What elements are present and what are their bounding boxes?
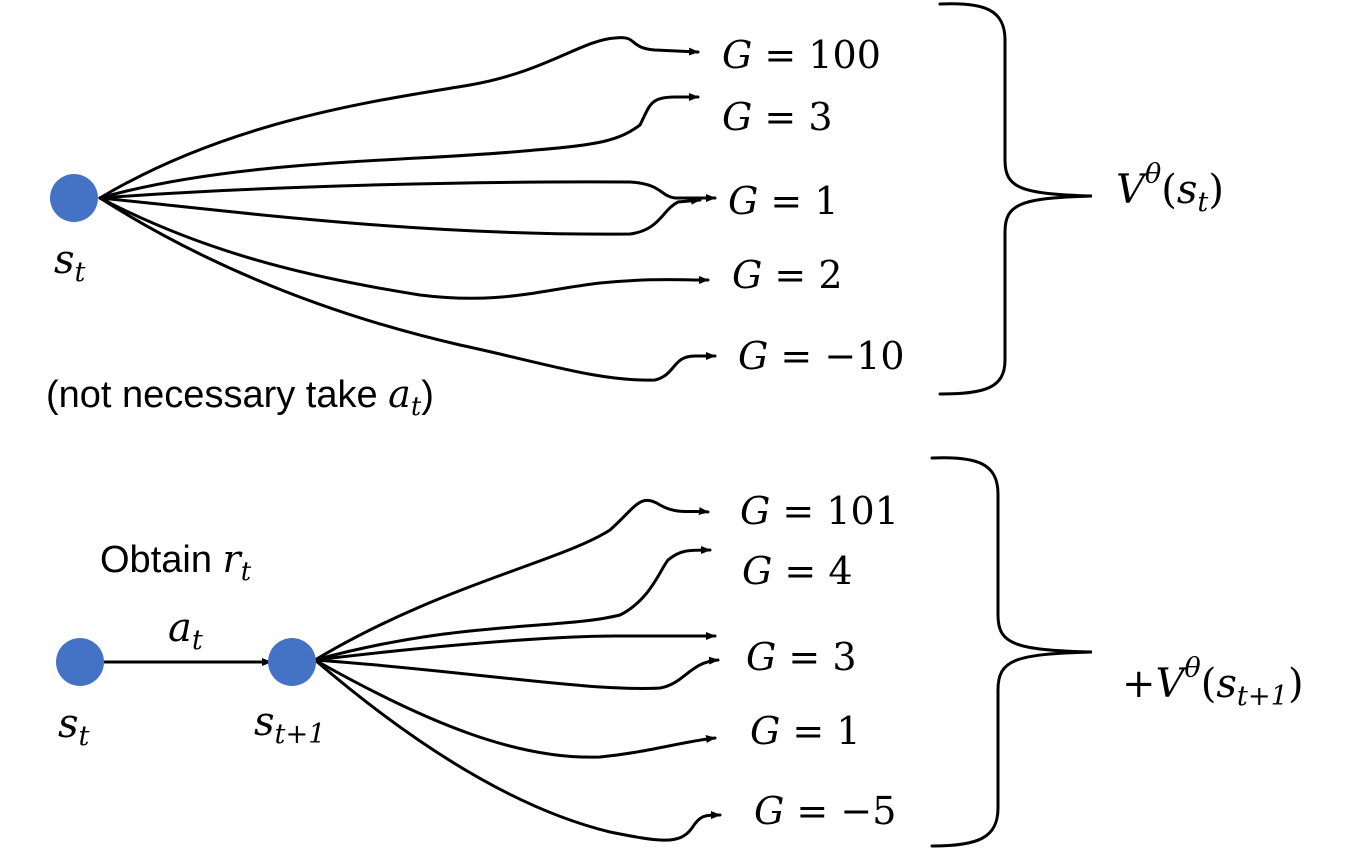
- value-brace: [938, 2, 1093, 396]
- reward-label: Obtain rt: [100, 537, 252, 587]
- value-label: Vθ(st): [1116, 158, 1224, 219]
- trajectory-path: [313, 546, 712, 662]
- trajectory-path: [98, 196, 710, 300]
- value-label: +Vθ(st+1): [1122, 652, 1304, 713]
- next-state-label: st+1: [254, 699, 326, 751]
- note-label: (not necessary take at): [46, 372, 434, 422]
- return-label: G = −10: [738, 334, 905, 378]
- state-label: st: [58, 701, 90, 753]
- trajectory-path: [98, 180, 717, 202]
- return-label: G = 101: [740, 489, 899, 533]
- return-label: G = 2: [732, 253, 843, 297]
- state-label: st: [54, 237, 86, 289]
- next-state-node: [268, 638, 316, 686]
- trajectory-path: [98, 36, 700, 200]
- return-label: G = 3: [722, 95, 833, 139]
- trajectory-path: [98, 196, 702, 236]
- return-label: G = 1: [750, 709, 861, 753]
- trajectory-path: [98, 93, 700, 200]
- return-label: G = −5: [754, 789, 897, 833]
- state-node: [56, 638, 104, 686]
- trajectory-path: [313, 498, 710, 662]
- state-node: [50, 174, 98, 222]
- return-label: G = 3: [746, 635, 857, 679]
- action-label: at: [168, 605, 203, 657]
- trajectory-path: [98, 196, 717, 382]
- trajectory-path: [313, 658, 717, 759]
- trajectory-path: [313, 632, 717, 662]
- trajectory-path: [313, 656, 720, 690]
- return-label: G = 4: [742, 549, 853, 593]
- trajectory-path: [313, 658, 722, 842]
- value-brace: [930, 456, 1093, 848]
- return-label: G = 100: [722, 33, 881, 77]
- return-label: G = 1: [728, 179, 839, 223]
